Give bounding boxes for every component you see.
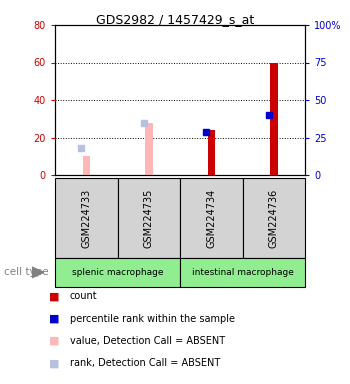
Bar xyxy=(208,130,215,175)
Bar xyxy=(55,178,118,258)
Text: value, Detection Call = ABSENT: value, Detection Call = ABSENT xyxy=(70,336,225,346)
Bar xyxy=(270,63,278,175)
Text: ■: ■ xyxy=(49,358,60,368)
Text: cell type: cell type xyxy=(4,267,48,277)
Text: ■: ■ xyxy=(49,291,60,301)
Text: percentile rank within the sample: percentile rank within the sample xyxy=(70,314,235,324)
Text: ■: ■ xyxy=(49,336,60,346)
Polygon shape xyxy=(32,267,44,278)
Text: GDS2982 / 1457429_s_at: GDS2982 / 1457429_s_at xyxy=(96,13,254,26)
Text: GSM224736: GSM224736 xyxy=(269,189,279,248)
Bar xyxy=(55,258,180,287)
Bar xyxy=(243,178,305,258)
Text: intestinal macrophage: intestinal macrophage xyxy=(191,268,293,277)
Bar xyxy=(83,156,90,175)
Text: splenic macrophage: splenic macrophage xyxy=(72,268,163,277)
Bar xyxy=(145,122,153,175)
Text: count: count xyxy=(70,291,98,301)
Bar xyxy=(180,258,305,287)
Bar xyxy=(180,178,243,258)
Text: ■: ■ xyxy=(49,314,60,324)
Text: GSM224733: GSM224733 xyxy=(81,189,91,248)
Text: GSM224734: GSM224734 xyxy=(206,189,216,248)
Bar xyxy=(118,178,180,258)
Text: GSM224735: GSM224735 xyxy=(144,188,154,248)
Text: rank, Detection Call = ABSENT: rank, Detection Call = ABSENT xyxy=(70,358,220,368)
